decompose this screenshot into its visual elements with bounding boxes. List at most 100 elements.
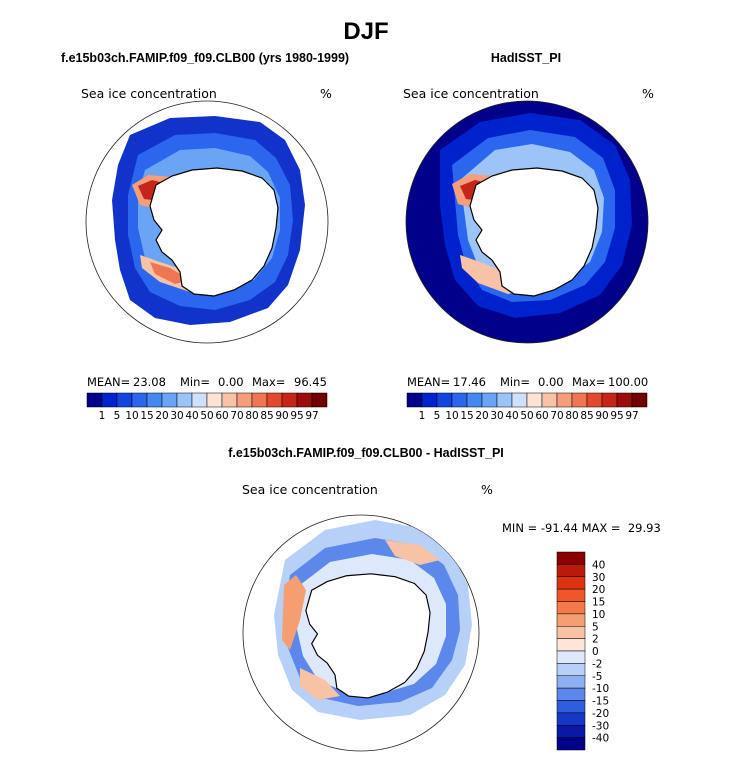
colorbar-tick-label: 2 [592,634,599,646]
colorbar-swatch [296,392,313,408]
colorbar-tick-label: -10 [592,683,609,695]
colorbar-swatch [146,392,163,408]
colorbar-tick-label: 5 [592,621,599,633]
colorbar-swatch [556,725,586,738]
colorbar-swatch [161,392,178,408]
page-title: DJF [343,18,388,45]
colorbar-tick-label: 40 [592,559,605,571]
colorbar-tick-label: 97 [625,410,638,422]
panel-model-colorbar: 1 5 10 15 20 30 40 50 60 70 80 85 90 95 97 [86,392,328,422]
panel-model-mean-value: 23.08 [133,375,166,389]
panel-diff-units: % [481,482,493,497]
colorbar-swatch [556,700,586,714]
panel-model-units: % [320,86,332,101]
colorbar-swatch [556,601,586,615]
colorbar-tick-label: 30 [490,410,503,422]
panel-diff-map [242,514,480,752]
colorbar-swatch [556,687,586,701]
colorbar-tick-label: 30 [592,572,605,584]
colorbar-tick-label: -2 [592,658,602,670]
colorbar-swatch [556,737,586,751]
colorbar-tick-label: 15 [592,597,605,609]
ross-sea-peak [150,262,190,284]
colorbar-swatch [556,576,586,590]
colorbar-swatch [266,392,283,408]
colorbar-swatch [556,663,586,676]
colorbar-tick-label: 15 [460,410,473,422]
colorbar-swatch [556,564,586,577]
colorbar-tick-label: 1 [99,410,106,422]
panel-obs-max-label: Max= [572,375,605,389]
colorbar-swatch [191,392,208,408]
colorbar-swatch [556,551,586,565]
colorbar-swatch [511,392,528,408]
panel-obs: HadISST_PI Sea ice concentration % MEAN=… [403,51,654,422]
colorbar-tick-label: -40 [592,733,609,745]
colorbar-swatch [556,588,586,602]
panel-obs-colorbar: 1 5 10 15 20 30 40 50 60 70 80 85 90 95 97 [406,392,648,422]
colorbar-tick-label: 95 [290,410,303,422]
colorbar-swatch [131,392,148,408]
colorbar-swatch [586,392,603,408]
colorbar-tick-label: 20 [592,584,605,596]
colorbar-tick-label: 15 [140,410,153,422]
panel-model-min-value: 0.00 [218,375,244,389]
colorbar-swatch [556,650,586,664]
colorbar-swatch [556,626,586,639]
panel-diff-variable: Sea ice concentration [242,482,378,497]
colorbar-tick-label: 90 [595,410,608,422]
colorbar-tick-label: -30 [592,720,609,732]
colorbar-swatch [601,392,618,408]
colorbar-tick-label: 40 [505,410,518,422]
colorbar-tick-label: 70 [230,410,243,422]
colorbar-tick-label: 60 [215,410,228,422]
colorbar-swatch [556,613,586,627]
colorbar-swatch [631,392,648,408]
colorbar-swatch [466,392,483,408]
colorbar-swatch [101,392,118,408]
colorbar-swatch [221,392,238,408]
panel-model-min-label: Min= [180,375,210,389]
colorbar-swatch [406,392,423,408]
colorbar-swatch [571,392,588,408]
colorbar-swatch [176,392,193,408]
colorbar-tick-label: 95 [610,410,623,422]
panel-model-variable: Sea ice concentration [81,86,217,101]
colorbar-swatch [526,392,543,408]
panel-obs-min-value: 0.00 [538,375,564,389]
colorbar-swatch [556,675,586,689]
colorbar-tick-label: 85 [580,410,593,422]
panel-model-max-label: Max= [252,375,285,389]
colorbar-tick-label: 80 [565,410,578,422]
colorbar-tick-label: 20 [475,410,488,422]
colorbar-tick-label: 0 [592,646,599,658]
colorbar-tick-label: 10 [592,609,605,621]
panel-diff-stats: MIN = -91.44 MAX = 29.93 [502,521,661,535]
colorbar-tick-label: 60 [535,410,548,422]
colorbar-tick-label: 10 [445,410,458,422]
colorbar-tick-label: 10 [125,410,138,422]
panel-model-max-value: 96.45 [294,375,327,389]
diff-pos-north [385,540,440,565]
panel-obs-mean-value: 17.46 [453,375,486,389]
colorbar-tick-label: -5 [592,671,602,683]
panel-diff: f.e15b03ch.FAMIP.f09_f09.CLB00 - HadISST… [228,446,661,752]
colorbar-tick-label: 80 [245,410,258,422]
colorbar-swatch [311,392,328,408]
colorbar-swatch [556,638,586,652]
colorbar-tick-label: 5 [434,410,441,422]
colorbar-tick-label: 30 [170,410,183,422]
colorbar-swatch [251,392,268,408]
diff-pos-west [282,575,306,650]
colorbar-tick-label: 5 [114,410,121,422]
panel-obs-max-value: 100.00 [608,375,648,389]
colorbar-swatch [206,392,223,408]
colorbar-swatch [86,392,103,408]
colorbar-tick-label: 70 [550,410,563,422]
colorbar-tick-label: -15 [592,696,609,708]
colorbar-swatch [481,392,498,408]
colorbar-swatch [496,392,513,408]
diff-pos-south [300,668,340,700]
colorbar-swatch [281,392,298,408]
